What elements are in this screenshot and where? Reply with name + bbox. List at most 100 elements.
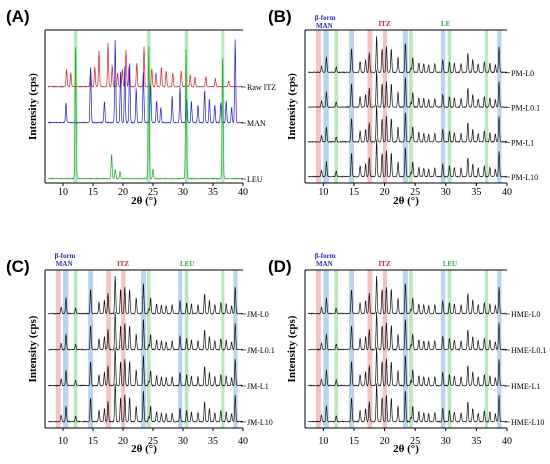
- trace-label: JM-L1: [247, 382, 269, 391]
- man-band: [349, 30, 354, 183]
- x-tick-label: 10: [58, 436, 68, 447]
- man-band: [323, 270, 329, 428]
- trace-label: JM-L0.1: [247, 346, 275, 355]
- x-tick-label: 15: [349, 187, 359, 198]
- trace-label: PM-L0.1: [511, 104, 540, 113]
- man-band: [178, 270, 183, 428]
- trace-label: PM-L1: [511, 138, 534, 147]
- itz-band: [106, 270, 111, 428]
- man-band: [440, 30, 446, 183]
- itz-band: [316, 270, 321, 428]
- man-band: [323, 30, 329, 183]
- x-tick-label: 10: [58, 187, 68, 198]
- x-tick-label: 25: [148, 187, 158, 198]
- x-tick-label: 15: [88, 436, 98, 447]
- x-tick-label: 40: [502, 436, 512, 447]
- trace-label: Raw ITZ: [247, 83, 276, 92]
- x-axis-title: 2θ (°): [393, 443, 419, 455]
- panel-letter: (C): [6, 257, 30, 276]
- x-tick-label: 25: [410, 436, 420, 447]
- trace-label: PM-L10: [511, 173, 538, 182]
- panel-letter: (D): [268, 257, 292, 276]
- trace-pm-l0-1: [307, 70, 508, 109]
- trace-raw-itz: [47, 42, 244, 88]
- leu-band: [184, 270, 189, 428]
- man-band: [349, 270, 354, 428]
- man-band: [63, 270, 69, 428]
- itz-band: [55, 270, 61, 428]
- x-tick-label: 25: [148, 436, 158, 447]
- trace-label: HME-L0: [511, 310, 540, 319]
- x-axis-title: 2θ (°): [131, 195, 157, 207]
- x-tick-label: 30: [441, 436, 451, 447]
- annotation-label: LEU: [180, 260, 194, 268]
- y-axis-title: Intensity (cps): [286, 315, 298, 382]
- x-tick-label: 20: [118, 187, 128, 198]
- trace-pm-l10: [308, 139, 508, 178]
- trace-label: JM-L0: [247, 310, 269, 319]
- panel-letter: (B): [268, 7, 292, 26]
- panel-d: HME-L0 HME-L0.1 HME-L1 HME-L10 10 15 20 25 30 35 4…: [268, 252, 546, 455]
- x-tick-label: 30: [178, 436, 188, 447]
- annotation-label: MAN: [316, 22, 333, 30]
- leu-band: [334, 30, 339, 183]
- leu-band: [409, 270, 413, 428]
- annotation-label: ITZ: [117, 260, 129, 268]
- x-tick-label: 30: [441, 187, 451, 198]
- man-band: [88, 270, 93, 428]
- panel-b: PM-L0 PM-L0.1 PM-L1 PM-L10 10 15 20 25 30 35 40 2θ …: [268, 7, 540, 207]
- x-tick-label: 10: [318, 187, 328, 198]
- x-tick-label: 35: [208, 187, 218, 198]
- x-tick-label: 30: [178, 187, 188, 198]
- x-axis-title: 2θ (°): [131, 443, 157, 455]
- annotation-label: β-form: [315, 252, 336, 260]
- leu-band: [147, 30, 151, 183]
- x-tick-label: 10: [318, 436, 328, 447]
- trace-man: [47, 39, 244, 124]
- trace-label: HME-L0.1: [511, 346, 546, 355]
- trace-jm-l0-1: [47, 312, 244, 351]
- y-axis-title: Intensity (cps): [27, 73, 39, 140]
- trace-jm-l1: [47, 347, 243, 387]
- annotation-label: β-form: [55, 252, 76, 260]
- x-tick-label: 40: [502, 187, 512, 198]
- trace-label: HME-L10: [511, 418, 544, 427]
- trace-hme-l0-1: [308, 311, 508, 351]
- x-tick-label: 15: [88, 187, 98, 198]
- man-band: [440, 270, 446, 428]
- x-tick-label: 40: [238, 436, 248, 447]
- man-band: [497, 30, 502, 183]
- trace-label: HME-L1: [511, 382, 540, 391]
- x-tick-label: 25: [410, 187, 420, 198]
- annotation-label: LEU: [443, 260, 457, 268]
- y-axis-title: Intensity (cps): [27, 315, 39, 382]
- trace-pm-l1: [307, 105, 508, 143]
- trace-label: LEU: [247, 175, 263, 184]
- x-tick-label: 20: [380, 436, 390, 447]
- leu-band: [409, 30, 413, 183]
- annotation-label: MAN: [316, 260, 333, 268]
- itz-band: [367, 30, 373, 183]
- leu-band: [334, 270, 339, 428]
- man-band: [141, 270, 146, 428]
- trace-hme-l0: [307, 275, 508, 315]
- trace-label: MAN: [247, 119, 266, 128]
- leu-band: [73, 270, 78, 428]
- man-band: [497, 270, 502, 428]
- leu-band: [73, 30, 78, 183]
- trace-hme-l10: [307, 383, 508, 423]
- leu-band: [147, 270, 151, 428]
- x-tick-label: 20: [118, 436, 128, 447]
- leu-band: [447, 270, 452, 428]
- annotation-label: LE: [441, 20, 451, 28]
- man-band: [402, 270, 408, 428]
- leu-band: [447, 30, 452, 183]
- itz-band: [367, 270, 373, 428]
- x-tick-label: 35: [471, 436, 481, 447]
- itz-band: [316, 30, 321, 183]
- annotation-label: β-form: [315, 14, 336, 22]
- panel-letter: (A): [6, 7, 30, 26]
- x-tick-label: 35: [208, 436, 218, 447]
- trace-jm-l10: [48, 383, 244, 423]
